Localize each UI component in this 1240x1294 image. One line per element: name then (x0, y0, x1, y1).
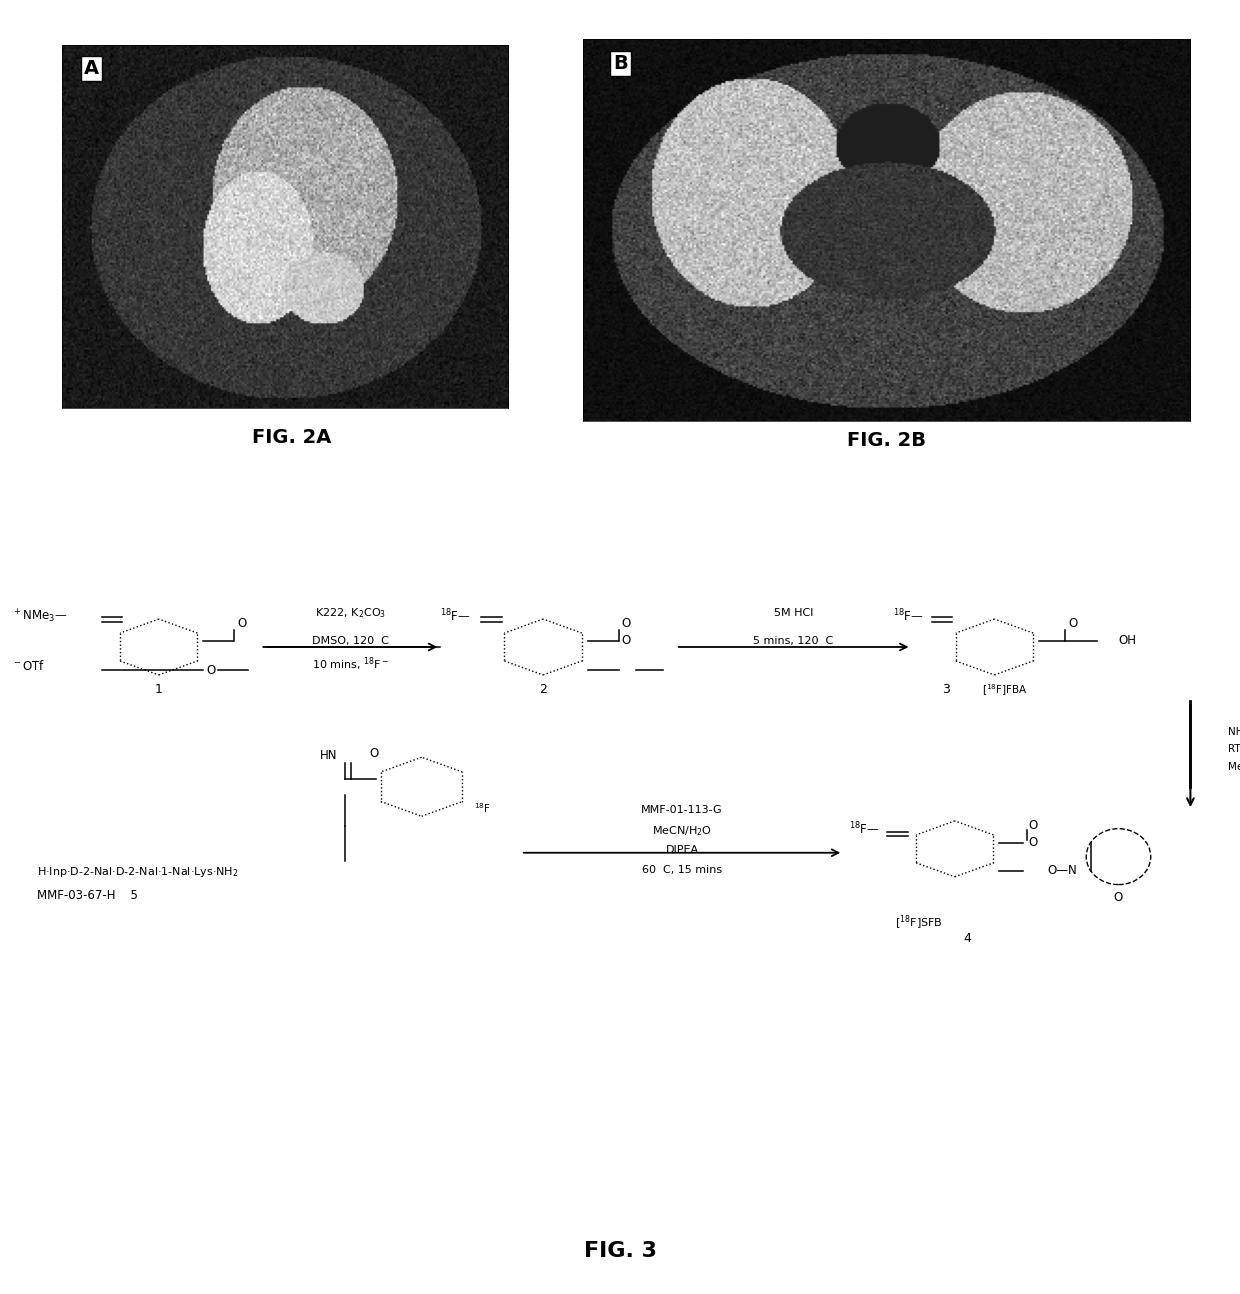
Text: DIPEA: DIPEA (666, 845, 698, 855)
Text: MeCN: MeCN (1228, 762, 1240, 771)
Text: O: O (1028, 836, 1038, 849)
Text: O: O (1028, 819, 1038, 832)
Text: 5M HCl: 5M HCl (774, 608, 813, 617)
Text: O: O (237, 617, 247, 630)
Text: FIG. 3: FIG. 3 (584, 1241, 656, 1262)
Text: MMF-03-67-H    5: MMF-03-67-H 5 (37, 889, 138, 902)
Text: [$^{18}$F]FBA: [$^{18}$F]FBA (982, 682, 1028, 697)
Text: OH: OH (1118, 634, 1137, 647)
Text: HN: HN (320, 749, 337, 762)
Text: K222, K$_2$CO$_3$: K222, K$_2$CO$_3$ (315, 606, 387, 620)
Text: NHS, EDC: NHS, EDC (1228, 727, 1240, 738)
Text: $^{18}$F: $^{18}$F (474, 801, 491, 815)
Text: O: O (1114, 890, 1123, 903)
Text: RT, 10 mins: RT, 10 mins (1228, 744, 1240, 754)
Text: DMSO, 120  C: DMSO, 120 C (312, 635, 389, 646)
Text: A: A (84, 60, 99, 78)
Text: 3: 3 (942, 683, 950, 696)
Text: $^{18}$F—: $^{18}$F— (893, 608, 924, 624)
Text: FIG. 2B: FIG. 2B (847, 431, 926, 450)
Text: $^+$NMe$_3$—: $^+$NMe$_3$— (12, 607, 68, 625)
Text: MeCN/H$_2$O: MeCN/H$_2$O (652, 824, 712, 839)
Text: B: B (613, 54, 627, 74)
Text: $^{18}$F—: $^{18}$F— (849, 822, 880, 837)
Text: 60  C, 15 mins: 60 C, 15 mins (642, 864, 722, 875)
Text: O: O (370, 747, 379, 760)
Text: O—N: O—N (1048, 864, 1078, 877)
Text: O: O (621, 634, 631, 647)
Text: 1: 1 (155, 683, 162, 696)
Text: H·Inp·D-2-Nal·D-2-Nal·1-Nal·Lys·NH$_2$: H·Inp·D-2-Nal·D-2-Nal·1-Nal·Lys·NH$_2$ (37, 866, 238, 879)
Text: $^{18}$F—: $^{18}$F— (440, 608, 471, 624)
Text: O: O (206, 664, 216, 677)
Text: 10 mins, $^{18}$F$^-$: 10 mins, $^{18}$F$^-$ (312, 655, 389, 673)
Text: O: O (1068, 617, 1078, 630)
Text: 2: 2 (539, 683, 547, 696)
Text: FIG. 2A: FIG. 2A (252, 427, 331, 446)
Text: O: O (621, 617, 631, 630)
Text: $^-$OTf: $^-$OTf (12, 660, 46, 673)
Text: 5 mins, 120  C: 5 mins, 120 C (754, 635, 833, 646)
Text: [$^{18}$F]SFB: [$^{18}$F]SFB (895, 914, 942, 932)
Text: 4: 4 (963, 932, 971, 945)
Text: MMF-01-113-G: MMF-01-113-G (641, 805, 723, 815)
